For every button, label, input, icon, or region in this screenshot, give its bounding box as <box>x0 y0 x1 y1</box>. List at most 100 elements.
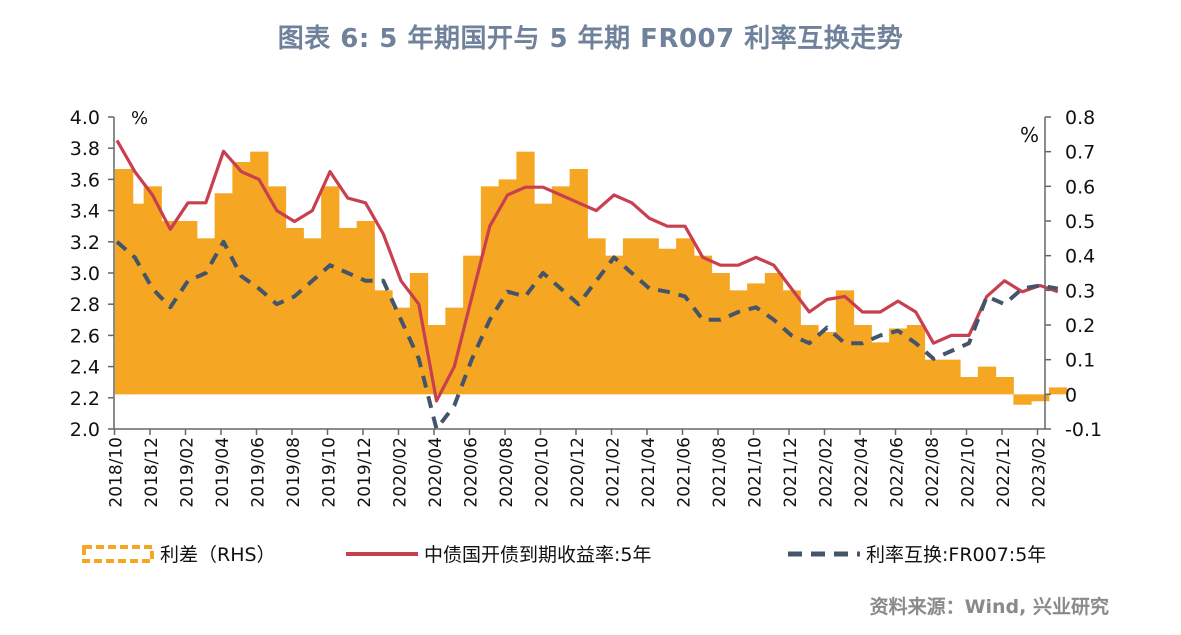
x-tick-label: 2019/06 <box>249 437 269 508</box>
spread-bar <box>622 238 642 395</box>
right-axis-unit: % <box>1020 123 1039 147</box>
spread-bar <box>942 359 961 395</box>
spread-bar <box>321 186 340 395</box>
x-tick-label: 2021/08 <box>710 437 730 508</box>
spread-bar <box>995 377 1014 395</box>
x-tick-label: 2022/04 <box>852 437 872 508</box>
spread-bar <box>605 255 624 395</box>
spread-bar <box>853 325 872 395</box>
x-tick-label: 2018/10 <box>107 437 127 508</box>
x-tick-label: 2022/06 <box>888 437 908 508</box>
spread-bar <box>924 359 943 395</box>
spread-bar <box>498 179 517 395</box>
spread-bar <box>285 227 304 395</box>
spread-bar <box>303 238 322 395</box>
spread-bar <box>871 342 890 395</box>
spread-bar <box>835 290 855 395</box>
spread-bar <box>569 169 588 395</box>
irs-fr007-line <box>115 239 1059 431</box>
x-tick-label: 2021/12 <box>781 437 801 508</box>
x-tick-label: 2020/12 <box>568 437 588 508</box>
x-tick-label: 2022/08 <box>923 437 943 508</box>
spread-bar <box>640 238 659 395</box>
spread-bar <box>250 151 269 395</box>
right-tick-label: 0.7 <box>1065 142 1095 164</box>
right-tick-label: 0.5 <box>1065 211 1095 233</box>
spread-bar <box>356 221 375 395</box>
spread-bar <box>214 193 233 395</box>
x-tick-label: 2022/02 <box>817 437 837 508</box>
spread-bar <box>1013 394 1032 405</box>
legend-irs-swatch-icon <box>788 551 860 556</box>
x-tick-label: 2019/12 <box>355 437 375 508</box>
legend-spread: 利差（RHS） <box>82 540 276 567</box>
spread-bar <box>977 366 997 395</box>
spread-bar <box>267 186 287 395</box>
x-tick-label: 2021/04 <box>639 437 659 508</box>
spread-bar <box>676 238 695 395</box>
right-tick-label: 0.1 <box>1065 350 1095 372</box>
spread-bar <box>1031 394 1050 402</box>
x-tick-label: 2018/12 <box>142 437 162 508</box>
spread-bar <box>392 307 411 395</box>
legend-irs-label: 利率互换:FR007:5年 <box>866 544 1047 566</box>
left-tick-label: 3.0 <box>70 263 100 285</box>
x-tick-label: 2023/02 <box>1030 437 1050 508</box>
x-tick-label: 2020/08 <box>497 437 517 508</box>
left-tick-label: 2.2 <box>70 388 100 410</box>
spread-bar <box>747 283 766 395</box>
spread-bar <box>906 325 926 395</box>
x-tick-label: 2020/02 <box>391 437 411 508</box>
spread-bar <box>693 255 713 395</box>
spread-bar <box>711 273 730 395</box>
left-tick-label: 4.0 <box>70 107 100 129</box>
x-tick-label: 2022/12 <box>994 437 1014 508</box>
x-tick-label: 2019/10 <box>320 437 340 508</box>
left-tick-label: 2.0 <box>70 419 100 441</box>
right-tick-label: 0.6 <box>1065 176 1095 198</box>
spread-bar <box>179 221 198 395</box>
spread-bar <box>338 227 358 395</box>
right-tick-label: 0.4 <box>1065 246 1095 268</box>
right-tick-label: 0.8 <box>1065 107 1095 129</box>
x-tick-label: 2022/10 <box>959 437 979 508</box>
spread-bar <box>409 273 429 395</box>
spread-bar <box>800 325 819 395</box>
left-tick-label: 2.6 <box>70 325 100 347</box>
right-tick-label: -0.1 <box>1065 419 1102 441</box>
x-tick-label: 2020/04 <box>426 437 446 508</box>
right-tick-label: 0.3 <box>1065 280 1095 302</box>
spread-bar <box>960 377 979 395</box>
x-tick-label: 2021/02 <box>604 437 624 508</box>
spread-bar <box>534 203 553 395</box>
spread-bar <box>818 331 837 395</box>
x-tick-label: 2019/08 <box>284 437 304 508</box>
source-note: 资料来源：Wind, 兴业研究 <box>869 596 1109 618</box>
chart-title: 图表 6: 5 年期国开与 5 年期 FR007 利率互换走势 <box>277 24 904 54</box>
left-axis-unit: % <box>131 108 148 129</box>
x-tick-label: 2019/02 <box>178 437 198 508</box>
legend-cdb-swatch-icon <box>346 551 418 556</box>
spread-bar <box>196 238 216 395</box>
x-tick-label: 2020/06 <box>462 437 482 508</box>
right-tick-label: 0.2 <box>1065 315 1095 337</box>
spread-bar <box>516 151 535 395</box>
legend-spread-label: 利差（RHS） <box>160 544 276 566</box>
x-tick-label: 2021/06 <box>675 437 695 508</box>
spread-bar <box>889 328 908 395</box>
left-tick-label: 3.4 <box>70 201 100 223</box>
spread-bar <box>125 203 145 395</box>
cdb-yield-line <box>115 139 1059 403</box>
legend-cdb: 中债国开债到期收益率:5年 <box>344 540 652 567</box>
spread-bar <box>374 290 393 395</box>
spread-bar <box>729 290 748 395</box>
x-tick-label: 2020/10 <box>533 437 553 508</box>
x-tick-label: 2021/10 <box>746 437 766 508</box>
legend-spread-swatch-icon <box>82 544 154 563</box>
left-tick-label: 3.2 <box>70 232 100 254</box>
spread-bar <box>463 255 482 395</box>
left-tick-label: 3.6 <box>70 169 100 191</box>
left-tick-label: 3.8 <box>70 138 100 160</box>
legend-irs: 利率互换:FR007:5年 <box>786 540 1046 567</box>
